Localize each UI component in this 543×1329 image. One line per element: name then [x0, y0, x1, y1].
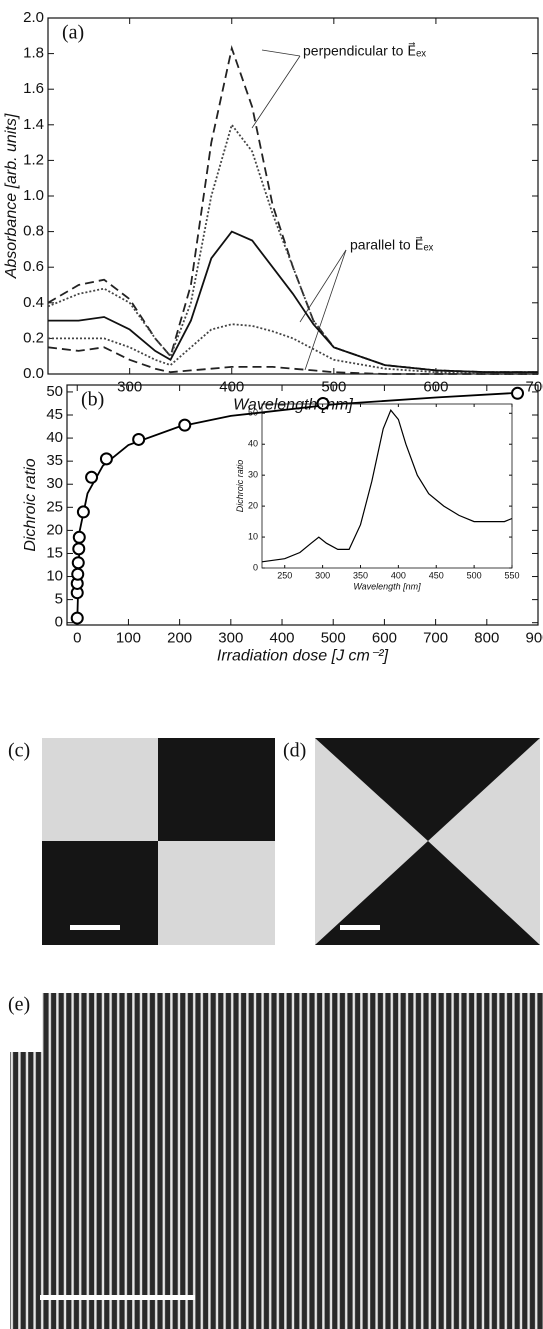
y-tick-label: 1.2	[23, 151, 44, 168]
panel-label: (a)	[62, 22, 84, 44]
panel-e	[10, 993, 543, 1329]
panel-label: (b)	[81, 389, 104, 411]
panel-c	[42, 738, 275, 945]
x-tick-label: 0	[73, 629, 81, 646]
data-point	[78, 506, 89, 517]
y-tick-label: 0	[253, 562, 258, 572]
x-tick-label: 100	[116, 629, 141, 646]
y-tick-label: 45	[46, 406, 63, 423]
x-tick-label: 900	[525, 629, 543, 646]
data-point	[101, 453, 112, 464]
y-tick-label: 0.6	[23, 258, 44, 275]
y-tick-label: 0.4	[23, 294, 44, 311]
y-tick-label: 0.0	[23, 365, 44, 382]
y-tick-label: 35	[46, 452, 63, 469]
data-point	[179, 420, 190, 431]
y-tick-label: 30	[248, 470, 258, 480]
y-tick-label: 25	[46, 498, 63, 515]
data-point	[86, 472, 97, 483]
y-tick-label: 0.8	[23, 223, 44, 240]
y-tick-label: 1.4	[23, 116, 44, 133]
x-tick-label: 400	[270, 629, 295, 646]
y-axis-label: Dichroic ratio	[22, 458, 39, 551]
y-tick-label: 1.6	[23, 80, 44, 97]
y-tick-label: 10	[46, 568, 63, 585]
panel-label: (e)	[8, 994, 30, 1016]
data-point	[73, 543, 84, 554]
x-axis-label: Wavelength [nm]	[353, 581, 421, 591]
y-tick-label: 50	[248, 408, 258, 418]
x-tick-label: 700	[423, 629, 448, 646]
leader-lines	[252, 50, 346, 370]
y-axis-label: Dichroic ratio	[235, 460, 245, 513]
data-point	[72, 569, 83, 580]
y-tick-label: 0.2	[23, 329, 44, 346]
plot-frame	[48, 18, 538, 374]
y-tick-label: 2.0	[23, 9, 44, 26]
data-line	[48, 324, 538, 374]
y-tick-label: 40	[248, 439, 258, 449]
data-line	[48, 125, 538, 372]
figure: perpendicular to E⃗ₑₓ parallel to E⃗ₑₓ (…	[0, 0, 543, 1329]
x-tick-label: 600	[372, 629, 397, 646]
panel-d	[315, 738, 540, 945]
data-point	[74, 532, 85, 543]
x-tick-label: 350	[353, 570, 368, 580]
x-tick-label: 500	[321, 629, 346, 646]
x-tick-label: 250	[277, 570, 292, 580]
x-tick-label: 450	[429, 570, 444, 580]
panel-label: (c)	[8, 740, 30, 762]
x-tick-label: 300	[315, 570, 330, 580]
data-point	[317, 398, 328, 409]
x-tick-label: 500	[321, 378, 346, 395]
x-axis-label: Irradiation dose [J cm⁻²]	[217, 648, 389, 665]
x-tick-label: 700	[525, 378, 543, 395]
y-tick-label: 5	[55, 591, 63, 608]
x-tick-label: 300	[117, 378, 142, 395]
x-tick-label: 400	[391, 570, 406, 580]
x-tick-label: 200	[167, 629, 192, 646]
data-point	[72, 613, 83, 624]
y-tick-label: 1.8	[23, 45, 44, 62]
x-tick-label: 550	[504, 570, 519, 580]
data-line	[48, 232, 538, 373]
x-tick-label: 300	[218, 629, 243, 646]
y-tick-label: 20	[248, 500, 258, 510]
y-tick-label: 15	[46, 544, 63, 561]
y-axis-label: Absorbance [arb. units]	[3, 113, 20, 279]
y-tick-label: 0	[55, 614, 63, 631]
annotation: parallel to E⃗ₑₓ	[350, 236, 434, 253]
y-tick-label: 10	[248, 531, 258, 541]
data-point	[512, 388, 523, 399]
y-tick-label: 50	[46, 383, 63, 400]
data-point	[73, 557, 84, 568]
x-tick-label: 500	[467, 570, 482, 580]
data-line	[48, 347, 538, 374]
annotation: perpendicular to E⃗ₑₓ	[303, 42, 426, 59]
x-tick-label: 800	[474, 629, 499, 646]
data-point	[133, 434, 144, 445]
y-tick-label: 40	[46, 429, 63, 446]
y-tick-label: 20	[46, 521, 63, 538]
panel-label: (d)	[283, 740, 306, 762]
y-tick-label: 1.0	[23, 187, 44, 204]
x-tick-label: 400	[219, 378, 244, 395]
data-line	[48, 48, 538, 372]
y-tick-label: 30	[46, 475, 63, 492]
